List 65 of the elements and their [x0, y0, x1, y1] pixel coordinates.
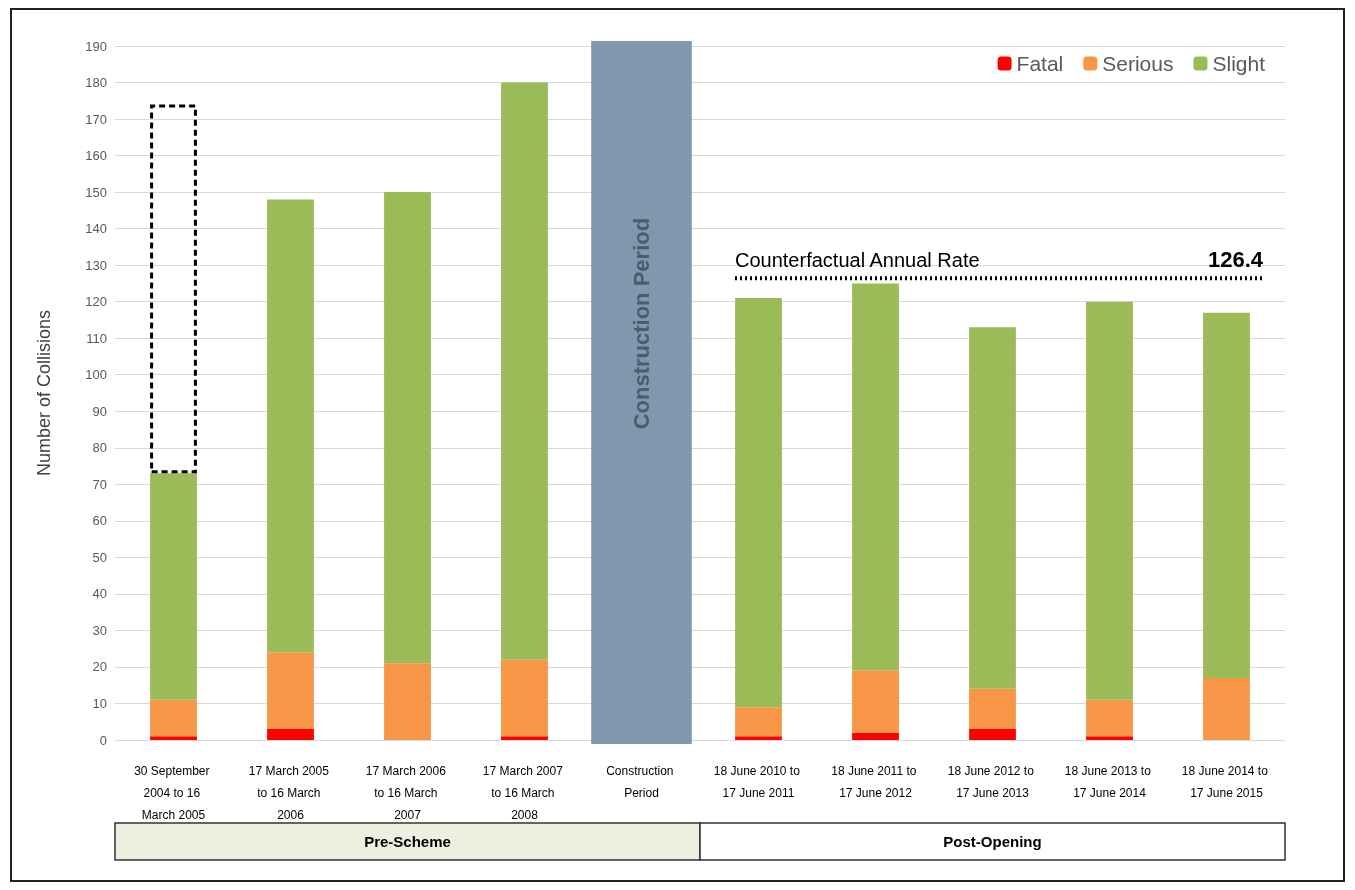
- y-tick-label: 140: [85, 221, 107, 237]
- annotation: 126.4: [1207, 246, 1264, 272]
- y-tick-label: 60: [92, 513, 107, 529]
- x-tick-label: 18 June 2011 to 17 June 2012: [831, 764, 920, 800]
- bar: [735, 707, 782, 737]
- y-tick-label: 90: [92, 403, 107, 419]
- y-axis-title: Number of Collisions: [34, 309, 54, 477]
- bar: [501, 736, 548, 740]
- y-tick-label: 80: [92, 440, 107, 456]
- bar: [150, 736, 197, 740]
- y-tick-label: 10: [92, 695, 107, 711]
- x-tick-label: 17 March 2005 to 16 March 2006: [248, 764, 333, 822]
- bar: [852, 732, 899, 740]
- y-tick-label: 70: [92, 476, 107, 492]
- bar: [1086, 301, 1133, 700]
- legend-label: Slight: [1212, 52, 1266, 75]
- bar: [735, 298, 782, 708]
- bar: [384, 192, 431, 664]
- bar: [1086, 736, 1133, 740]
- x-tick-label: 30 September 2004 to 16 March 2005: [134, 764, 213, 822]
- y-tick-label: 150: [85, 184, 107, 200]
- y-tick-label: 130: [85, 257, 107, 273]
- x-tick-label: 17 March 2007 to 16 March 2008: [482, 764, 567, 822]
- bar: [969, 327, 1016, 689]
- bar: [150, 104, 197, 474]
- bar: [501, 659, 548, 737]
- x-tick-label: 18 June 2012 to 17 June 2013: [947, 764, 1038, 800]
- y-tick-label: 40: [92, 586, 107, 602]
- y-tick-label: 110: [86, 330, 107, 346]
- y-tick-label: 50: [92, 549, 107, 565]
- bar: [969, 688, 1016, 730]
- bar: [150, 699, 197, 737]
- legend-label: Fatal: [1016, 52, 1064, 75]
- y-tick-label: 170: [85, 111, 107, 127]
- bar: [384, 663, 431, 740]
- bar: [267, 729, 314, 740]
- ref-line-label: Counterfactual Annual Rate: [735, 249, 980, 272]
- bar: [150, 473, 197, 700]
- band-label: Construction Period: [629, 217, 654, 430]
- text: Post-Opening: [943, 833, 1042, 850]
- bar: [1203, 677, 1250, 740]
- text: Pre-Scheme: [364, 833, 451, 850]
- y-tick-label: 30: [92, 622, 107, 638]
- bar: [735, 736, 782, 740]
- bar: [267, 652, 314, 730]
- x-tick-label: 17 March 2006 to 16 March 2007: [365, 764, 450, 822]
- y-tick-label: 100: [85, 367, 107, 383]
- y-tick-label: 0: [99, 732, 107, 748]
- bar: [1086, 699, 1133, 737]
- y-tick-label: 160: [85, 148, 107, 164]
- x-tick-label: 18 June 2013 to 17 June 2014: [1064, 764, 1155, 800]
- bar: [1203, 312, 1250, 678]
- bar: [267, 199, 314, 653]
- bar: [969, 729, 1016, 740]
- x-tick-label: 18 June 2014 to 17 June 2015: [1181, 764, 1272, 800]
- y-tick-label: 190: [85, 38, 107, 54]
- y-tick-label: 180: [85, 75, 107, 91]
- y-tick-label: 20: [92, 659, 107, 675]
- y-tick-label: 120: [85, 294, 107, 310]
- bar: [501, 82, 548, 660]
- x-tick-label: 18 June 2010 to 17 June 2011: [713, 764, 804, 800]
- bar: [852, 283, 899, 671]
- legend-label: Serious: [1102, 52, 1174, 75]
- bar: [852, 670, 899, 733]
- x-tick-label: Construction Period: [606, 764, 677, 800]
